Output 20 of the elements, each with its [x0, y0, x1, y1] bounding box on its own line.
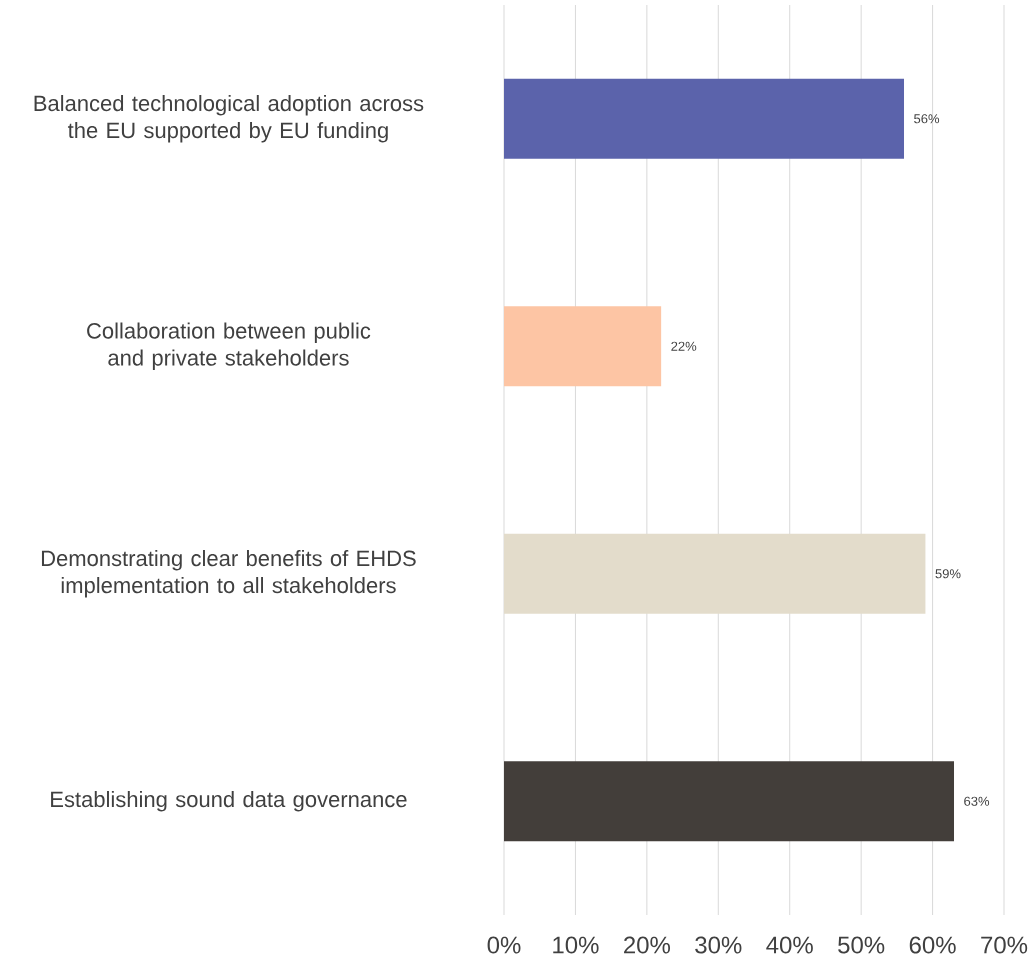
x-tick-label: 10%	[553, 936, 599, 954]
bar	[504, 78, 904, 159]
x-tick-label: 50%	[838, 936, 885, 954]
x-tick-label: 0%	[487, 936, 521, 954]
x-tick-label: 30%	[695, 936, 742, 954]
bar	[504, 306, 662, 387]
data-label: 56%	[914, 114, 940, 124]
x-tick-label: 60%	[909, 936, 956, 954]
x-tick-label: 40%	[766, 936, 813, 954]
x-tick-label: 20%	[624, 936, 671, 954]
bar	[504, 533, 926, 614]
x-tick-label: 70%	[981, 936, 1028, 954]
bar	[504, 761, 954, 842]
data-label: 63%	[964, 796, 990, 806]
y-tick-label: Demonstrating clear benefits of EHDS implementation to all stakeholders	[41, 549, 416, 598]
data-label: 59%	[935, 569, 961, 579]
data-label: 22%	[671, 341, 697, 351]
y-tick-label: Establishing sound data governance	[51, 791, 407, 812]
y-tick-label: Collaboration between public and private stakeholders	[87, 322, 371, 371]
y-tick-label: Balanced technological adoption across the EU supported by EU funding	[34, 94, 424, 143]
